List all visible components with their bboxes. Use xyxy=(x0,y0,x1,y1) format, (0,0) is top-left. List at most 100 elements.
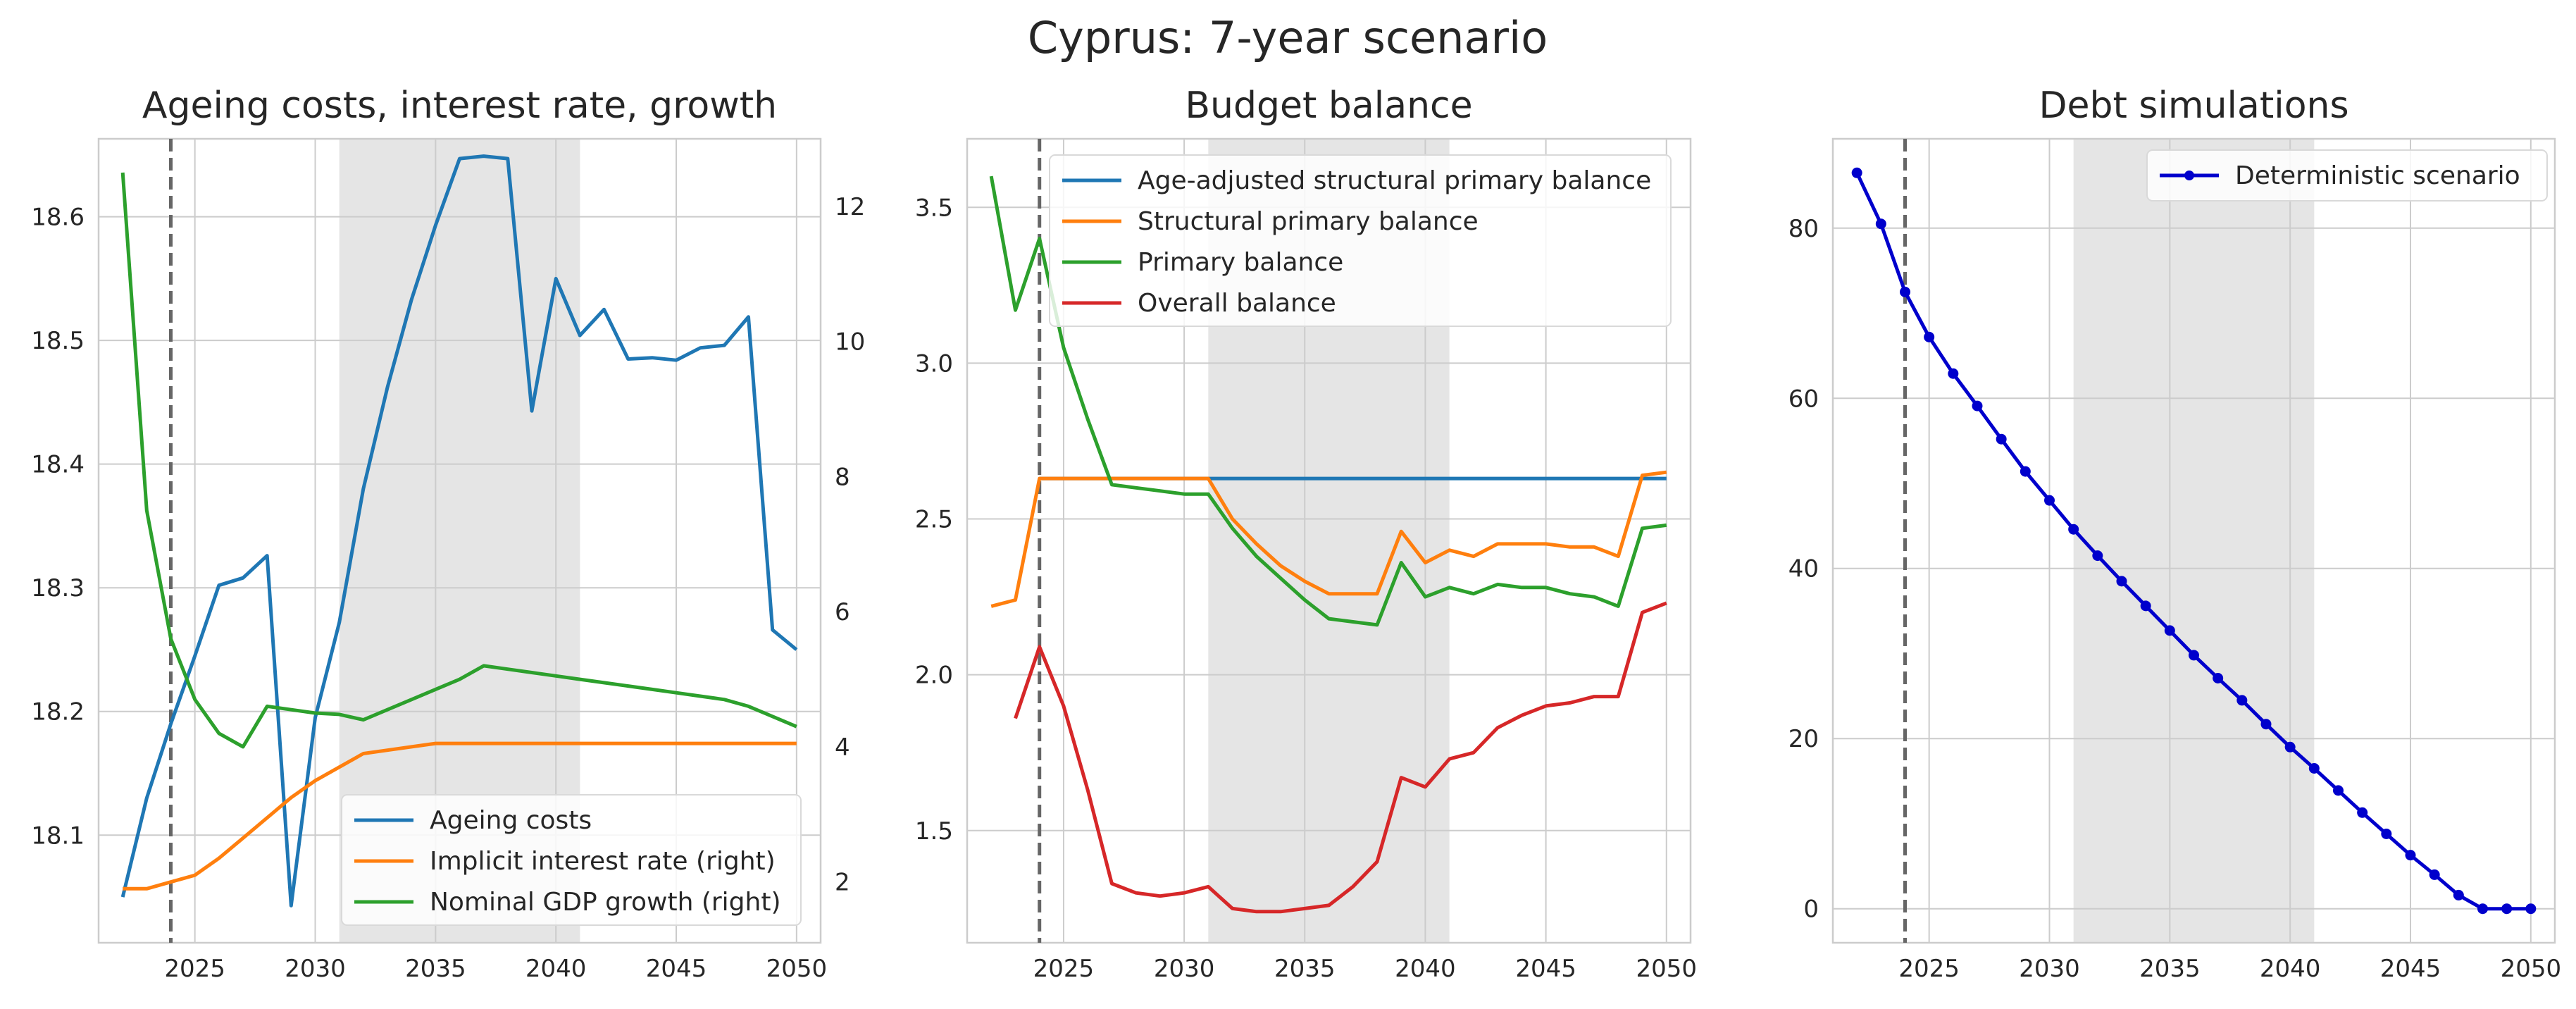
data-point xyxy=(1900,286,1910,297)
chart-title: Budget balance xyxy=(1185,85,1472,127)
legend-box xyxy=(1049,154,1672,327)
y-right-tick-label: 12 xyxy=(835,193,865,221)
legend-label: Overall balance xyxy=(1138,289,1336,318)
y-tick-label: 18.6 xyxy=(31,204,85,232)
y-tick-label: 60 xyxy=(1788,385,1819,413)
legend-label: Primary balance xyxy=(1138,248,1343,277)
x-tick-label: 2035 xyxy=(405,955,466,983)
chart-panel-1: 2025 2030 2035 2040 2045 2050 18.1 18.2 18.3 18.4… xyxy=(31,85,865,983)
x-tick-label: 2035 xyxy=(2139,955,2201,983)
data-point xyxy=(2477,903,2488,915)
y-right-tick-label: 6 xyxy=(835,598,850,626)
x-tick-label: 2040 xyxy=(1395,955,1456,983)
series-line-4 xyxy=(1014,601,1667,914)
x-tick-label: 2025 xyxy=(1898,955,1960,983)
data-point xyxy=(2453,889,2464,900)
data-point xyxy=(2357,807,2368,818)
data-point xyxy=(2213,672,2224,683)
x-tick-label: 2030 xyxy=(2019,955,2080,983)
data-point xyxy=(2308,762,2320,774)
legend: Age-adjusted structural primary balance S… xyxy=(1049,154,1672,327)
x-tick-label: 2045 xyxy=(646,955,707,983)
data-point xyxy=(1948,368,1959,379)
legend: Deterministic scenario xyxy=(2146,149,2548,202)
legend-label: Structural primary balance xyxy=(1138,207,1479,236)
x-tick-label: 2025 xyxy=(1033,955,1095,983)
legend-marker xyxy=(2184,171,2194,180)
shaded-period xyxy=(2073,139,2315,943)
y-tick-label: 18.2 xyxy=(31,698,85,726)
x-tick-label: 2040 xyxy=(2260,955,2321,983)
legend-label: Deterministic scenario xyxy=(2235,161,2520,190)
series-line-2 xyxy=(990,470,1667,608)
y-tick-label: 1.5 xyxy=(915,817,953,846)
data-point xyxy=(1972,400,1983,411)
x-tick-label: 2050 xyxy=(1636,955,1698,983)
y-tick-label: 18.4 xyxy=(31,451,85,479)
y-right-tick-label: 10 xyxy=(835,328,865,357)
data-point xyxy=(2429,869,2440,880)
chart-title: Debt simulations xyxy=(2039,85,2348,127)
y-right-tick-label: 2 xyxy=(835,869,850,897)
data-point xyxy=(2068,524,2079,535)
legend-box xyxy=(2146,149,2548,202)
data-point xyxy=(1996,433,2007,445)
y-tick-label: 2.5 xyxy=(915,506,953,534)
y-tick-label: 40 xyxy=(1788,555,1819,583)
data-point xyxy=(2092,550,2103,562)
y-tick-label: 20 xyxy=(1788,725,1819,753)
chart-title: Ageing costs, interest rate, growth xyxy=(142,85,777,127)
x-tick-label: 2025 xyxy=(164,955,225,983)
x-tick-label: 2045 xyxy=(1515,955,1576,983)
data-point xyxy=(2020,466,2031,477)
y-tick-label: 0 xyxy=(1803,896,1819,924)
y-tick-label: 3.5 xyxy=(915,194,953,222)
plot-frame xyxy=(966,137,1692,944)
legend-label: Age-adjusted structural primary balance xyxy=(1138,166,1651,195)
chart-panel-2: 2025 2030 2035 2040 2045 2050 1.5 2.0 2.5 3.0 3.5 B… xyxy=(915,85,1697,983)
series-line-3 xyxy=(989,175,1667,627)
figure-title: Cyprus: 7-year scenario xyxy=(1028,12,1548,63)
data-point xyxy=(2140,600,2151,612)
data-point xyxy=(2525,903,2537,915)
data-point xyxy=(2501,903,2513,915)
data-point xyxy=(2164,625,2175,636)
data-point xyxy=(2044,495,2055,506)
data-point xyxy=(1851,167,1862,178)
data-point xyxy=(2333,785,2344,796)
legend-label: Nominal GDP growth (right) xyxy=(430,888,781,917)
x-tick-label: 2050 xyxy=(2501,955,2562,983)
legend-label: Implicit interest rate (right) xyxy=(430,847,776,876)
series-line-1 xyxy=(120,154,798,908)
plot-frame xyxy=(1831,137,2556,944)
y-tick-label: 2.0 xyxy=(915,662,953,690)
legend-label: Ageing costs xyxy=(430,806,592,835)
legend-box xyxy=(341,794,802,926)
plot-frame xyxy=(97,137,822,944)
data-point xyxy=(2405,850,2416,861)
series-line-2 xyxy=(123,741,797,891)
x-tick-label: 2040 xyxy=(525,955,587,983)
data-point xyxy=(1924,331,1935,342)
data-point xyxy=(2116,576,2127,587)
data-point xyxy=(2381,828,2392,839)
y-tick-label: 3.0 xyxy=(915,349,953,378)
y-tick-label: 80 xyxy=(1788,215,1819,243)
data-point xyxy=(1875,218,1886,230)
data-point xyxy=(2260,719,2272,730)
legend: Ageing costs Implicit interest rate (righ… xyxy=(341,794,802,926)
x-tick-label: 2030 xyxy=(285,955,346,983)
y-right-tick-label: 4 xyxy=(835,733,850,762)
y-tick-label: 18.1 xyxy=(31,822,85,850)
x-tick-label: 2045 xyxy=(2380,955,2441,983)
y-tick-label: 18.5 xyxy=(31,327,85,355)
x-tick-label: 2035 xyxy=(1274,955,1336,983)
series-line-3 xyxy=(120,172,797,749)
data-point xyxy=(2189,650,2199,661)
x-tick-label: 2050 xyxy=(766,955,828,983)
x-tick-label: 2030 xyxy=(1154,955,1215,983)
data-point xyxy=(2236,695,2248,706)
y-tick-label: 18.3 xyxy=(31,574,85,602)
